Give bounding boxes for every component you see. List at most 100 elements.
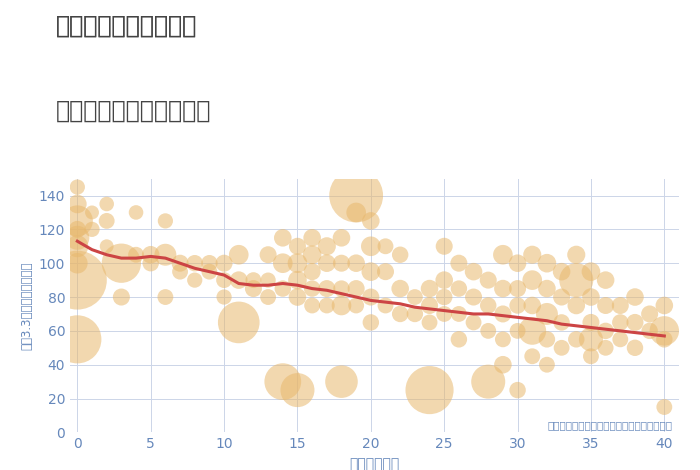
Point (336, 234, 347, 242)
Text: 円の大きさは、取引のあった物件面積を示す: 円の大きさは、取引のあった物件面積を示す (548, 420, 673, 430)
Point (526, 327, 538, 335)
Point (600, 276, 611, 284)
Point (424, 285, 435, 292)
Point (365, 243, 377, 250)
Point (277, 234, 288, 242)
X-axis label: 築年数（年）: 築年数（年） (349, 457, 400, 470)
Point (160, 293, 171, 301)
Point (541, 361, 552, 368)
Point (659, 403, 670, 411)
Point (600, 344, 611, 352)
Point (570, 251, 582, 258)
Point (71, 217, 83, 225)
Point (321, 259, 332, 267)
Point (629, 319, 641, 326)
Point (615, 319, 626, 326)
Text: 奈良県学研北生駒駅の: 奈良県学研北生駒駅の (56, 14, 197, 38)
Point (482, 276, 493, 284)
Point (145, 259, 156, 267)
Point (351, 192, 362, 199)
Point (292, 259, 303, 267)
Point (570, 336, 582, 343)
Point (424, 302, 435, 309)
Point (585, 268, 596, 275)
Point (262, 293, 274, 301)
Point (233, 276, 244, 284)
Point (600, 327, 611, 335)
Point (277, 285, 288, 292)
Point (365, 293, 377, 301)
Point (336, 302, 347, 309)
Point (482, 302, 493, 309)
Point (556, 293, 567, 301)
Point (659, 327, 670, 335)
Point (585, 293, 596, 301)
Point (101, 243, 112, 250)
Point (380, 302, 391, 309)
Point (218, 293, 230, 301)
Point (439, 310, 450, 318)
Point (629, 344, 641, 352)
Point (468, 319, 480, 326)
Point (541, 336, 552, 343)
Point (233, 251, 244, 258)
Point (218, 276, 230, 284)
Point (439, 293, 450, 301)
Point (307, 268, 318, 275)
Point (395, 251, 406, 258)
Point (365, 319, 377, 326)
Point (365, 268, 377, 275)
Point (351, 209, 362, 216)
Point (629, 293, 641, 301)
Point (556, 319, 567, 326)
Point (541, 285, 552, 292)
Point (321, 302, 332, 309)
Point (424, 386, 435, 394)
Point (482, 378, 493, 385)
Point (262, 276, 274, 284)
Point (189, 259, 200, 267)
Point (454, 310, 465, 318)
Point (307, 285, 318, 292)
Point (292, 293, 303, 301)
Point (204, 259, 215, 267)
Point (71, 259, 83, 267)
Point (145, 251, 156, 258)
Point (336, 378, 347, 385)
Point (71, 226, 83, 233)
Point (86, 209, 97, 216)
Point (307, 251, 318, 258)
Point (116, 259, 127, 267)
Point (659, 302, 670, 309)
Point (570, 302, 582, 309)
Point (101, 217, 112, 225)
Point (644, 327, 655, 335)
Point (233, 319, 244, 326)
Point (71, 200, 83, 208)
Point (86, 226, 97, 233)
Point (512, 259, 523, 267)
Point (512, 386, 523, 394)
Point (351, 285, 362, 292)
Point (439, 243, 450, 250)
Point (454, 336, 465, 343)
Point (644, 310, 655, 318)
Point (600, 302, 611, 309)
Point (351, 302, 362, 309)
Point (659, 336, 670, 343)
Point (116, 293, 127, 301)
Point (174, 268, 186, 275)
Point (526, 302, 538, 309)
Point (160, 251, 171, 258)
Point (585, 319, 596, 326)
Point (277, 378, 288, 385)
Point (277, 259, 288, 267)
Point (541, 259, 552, 267)
Point (380, 243, 391, 250)
Point (497, 285, 508, 292)
Point (615, 302, 626, 309)
Point (526, 251, 538, 258)
Point (218, 259, 230, 267)
Point (189, 276, 200, 284)
Point (497, 336, 508, 343)
